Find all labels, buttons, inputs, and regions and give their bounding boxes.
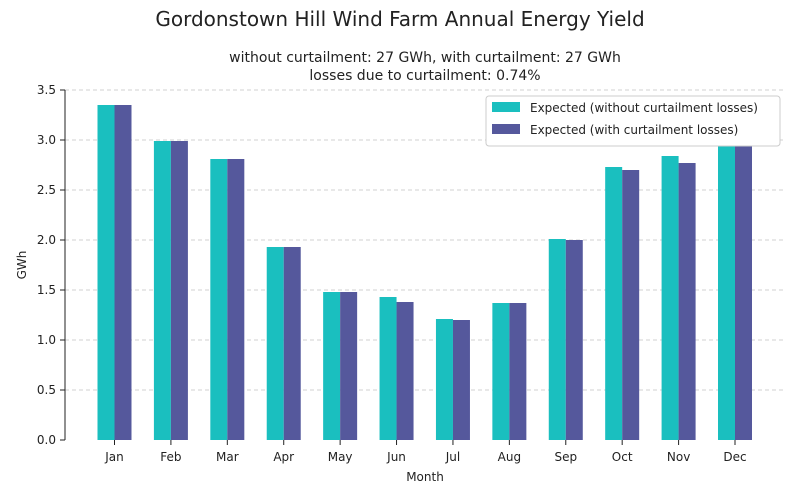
x-tick-label-jul: Jul — [445, 450, 460, 464]
bar-with-curtailment-jan — [114, 105, 132, 440]
bar-without-curtailment-sep — [548, 239, 566, 440]
legend: Expected (without curtailment losses) Ex… — [485, 95, 781, 147]
x-tick-label-jan: Jan — [104, 450, 124, 464]
bar-with-curtailment-feb — [170, 141, 188, 440]
bar-with-curtailment-may — [340, 292, 358, 440]
chart-subtitle-line1: without curtailment: 27 GWh, with curtai… — [229, 50, 621, 66]
bar-without-curtailment-mar — [210, 159, 228, 440]
bar-with-curtailment-aug — [509, 303, 527, 440]
legend-label-without-curtailment: Expected (without curtailment losses) — [530, 101, 758, 115]
x-tick-label-sep: Sep — [554, 450, 577, 464]
x-tick-label-feb: Feb — [160, 450, 181, 464]
bar-without-curtailment-jan — [97, 105, 115, 440]
bar-without-curtailment-dec — [718, 145, 735, 440]
x-ticks: Jan Feb Mar Apr May Jun Jul Aug Sep Oct Nov Dec — [104, 440, 747, 464]
bar-with-curtailment-apr — [283, 247, 301, 440]
x-tick-label-mar: Mar — [216, 450, 239, 464]
y-ticks: 0.0 0.5 1.0 1.5 2.0 2.5 3.0 3.5 — [37, 83, 65, 447]
legend-swatch-with-curtailment — [492, 124, 520, 134]
chart-subtitle-line2: losses due to curtailment: 0.74% — [309, 68, 540, 84]
bar-without-curtailment-feb — [153, 141, 171, 440]
x-tick-label-oct: Oct — [612, 450, 633, 464]
y-tick-label: 2.0 — [37, 233, 56, 247]
x-tick-label-nov: Nov — [667, 450, 690, 464]
x-axis-label: Month — [406, 470, 444, 484]
legend-label-with-curtailment: Expected (with curtailment losses) — [530, 123, 738, 137]
bar-without-curtailment-oct — [605, 167, 623, 440]
y-tick-label: 1.5 — [37, 283, 56, 297]
bars — [97, 105, 752, 440]
bar-with-curtailment-oct — [622, 170, 640, 440]
bar-with-curtailment-dec — [735, 145, 752, 440]
x-tick-label-jun: Jun — [386, 450, 406, 464]
y-tick-label: 1.0 — [37, 333, 56, 347]
x-tick-label-apr: Apr — [273, 450, 294, 464]
bar-without-curtailment-apr — [266, 247, 284, 440]
bar-with-curtailment-jul — [452, 320, 470, 440]
bar-without-curtailment-may — [323, 292, 341, 440]
bar-with-curtailment-sep — [565, 240, 583, 440]
x-tick-label-may: May — [328, 450, 353, 464]
y-tick-label: 3.0 — [37, 133, 56, 147]
bar-without-curtailment-jul — [435, 319, 453, 440]
chart-title: Gordonstown Hill Wind Farm Annual Energy… — [155, 7, 644, 31]
bar-without-curtailment-jun — [379, 297, 397, 440]
y-axis-label: GWh — [15, 251, 29, 280]
bar-without-curtailment-aug — [492, 303, 510, 440]
y-tick-label: 2.5 — [37, 183, 56, 197]
y-tick-label: 0.5 — [37, 383, 56, 397]
bar-without-curtailment-nov — [661, 156, 679, 440]
bar-with-curtailment-mar — [227, 159, 245, 440]
x-tick-label-aug: Aug — [498, 450, 521, 464]
x-tick-label-dec: Dec — [723, 450, 746, 464]
legend-frame — [485, 95, 781, 147]
bar-with-curtailment-jun — [396, 302, 414, 440]
y-tick-label: 0.0 — [37, 433, 56, 447]
y-tick-label: 3.5 — [37, 83, 56, 97]
bar-with-curtailment-nov — [678, 163, 696, 440]
legend-swatch-without-curtailment — [492, 102, 520, 112]
